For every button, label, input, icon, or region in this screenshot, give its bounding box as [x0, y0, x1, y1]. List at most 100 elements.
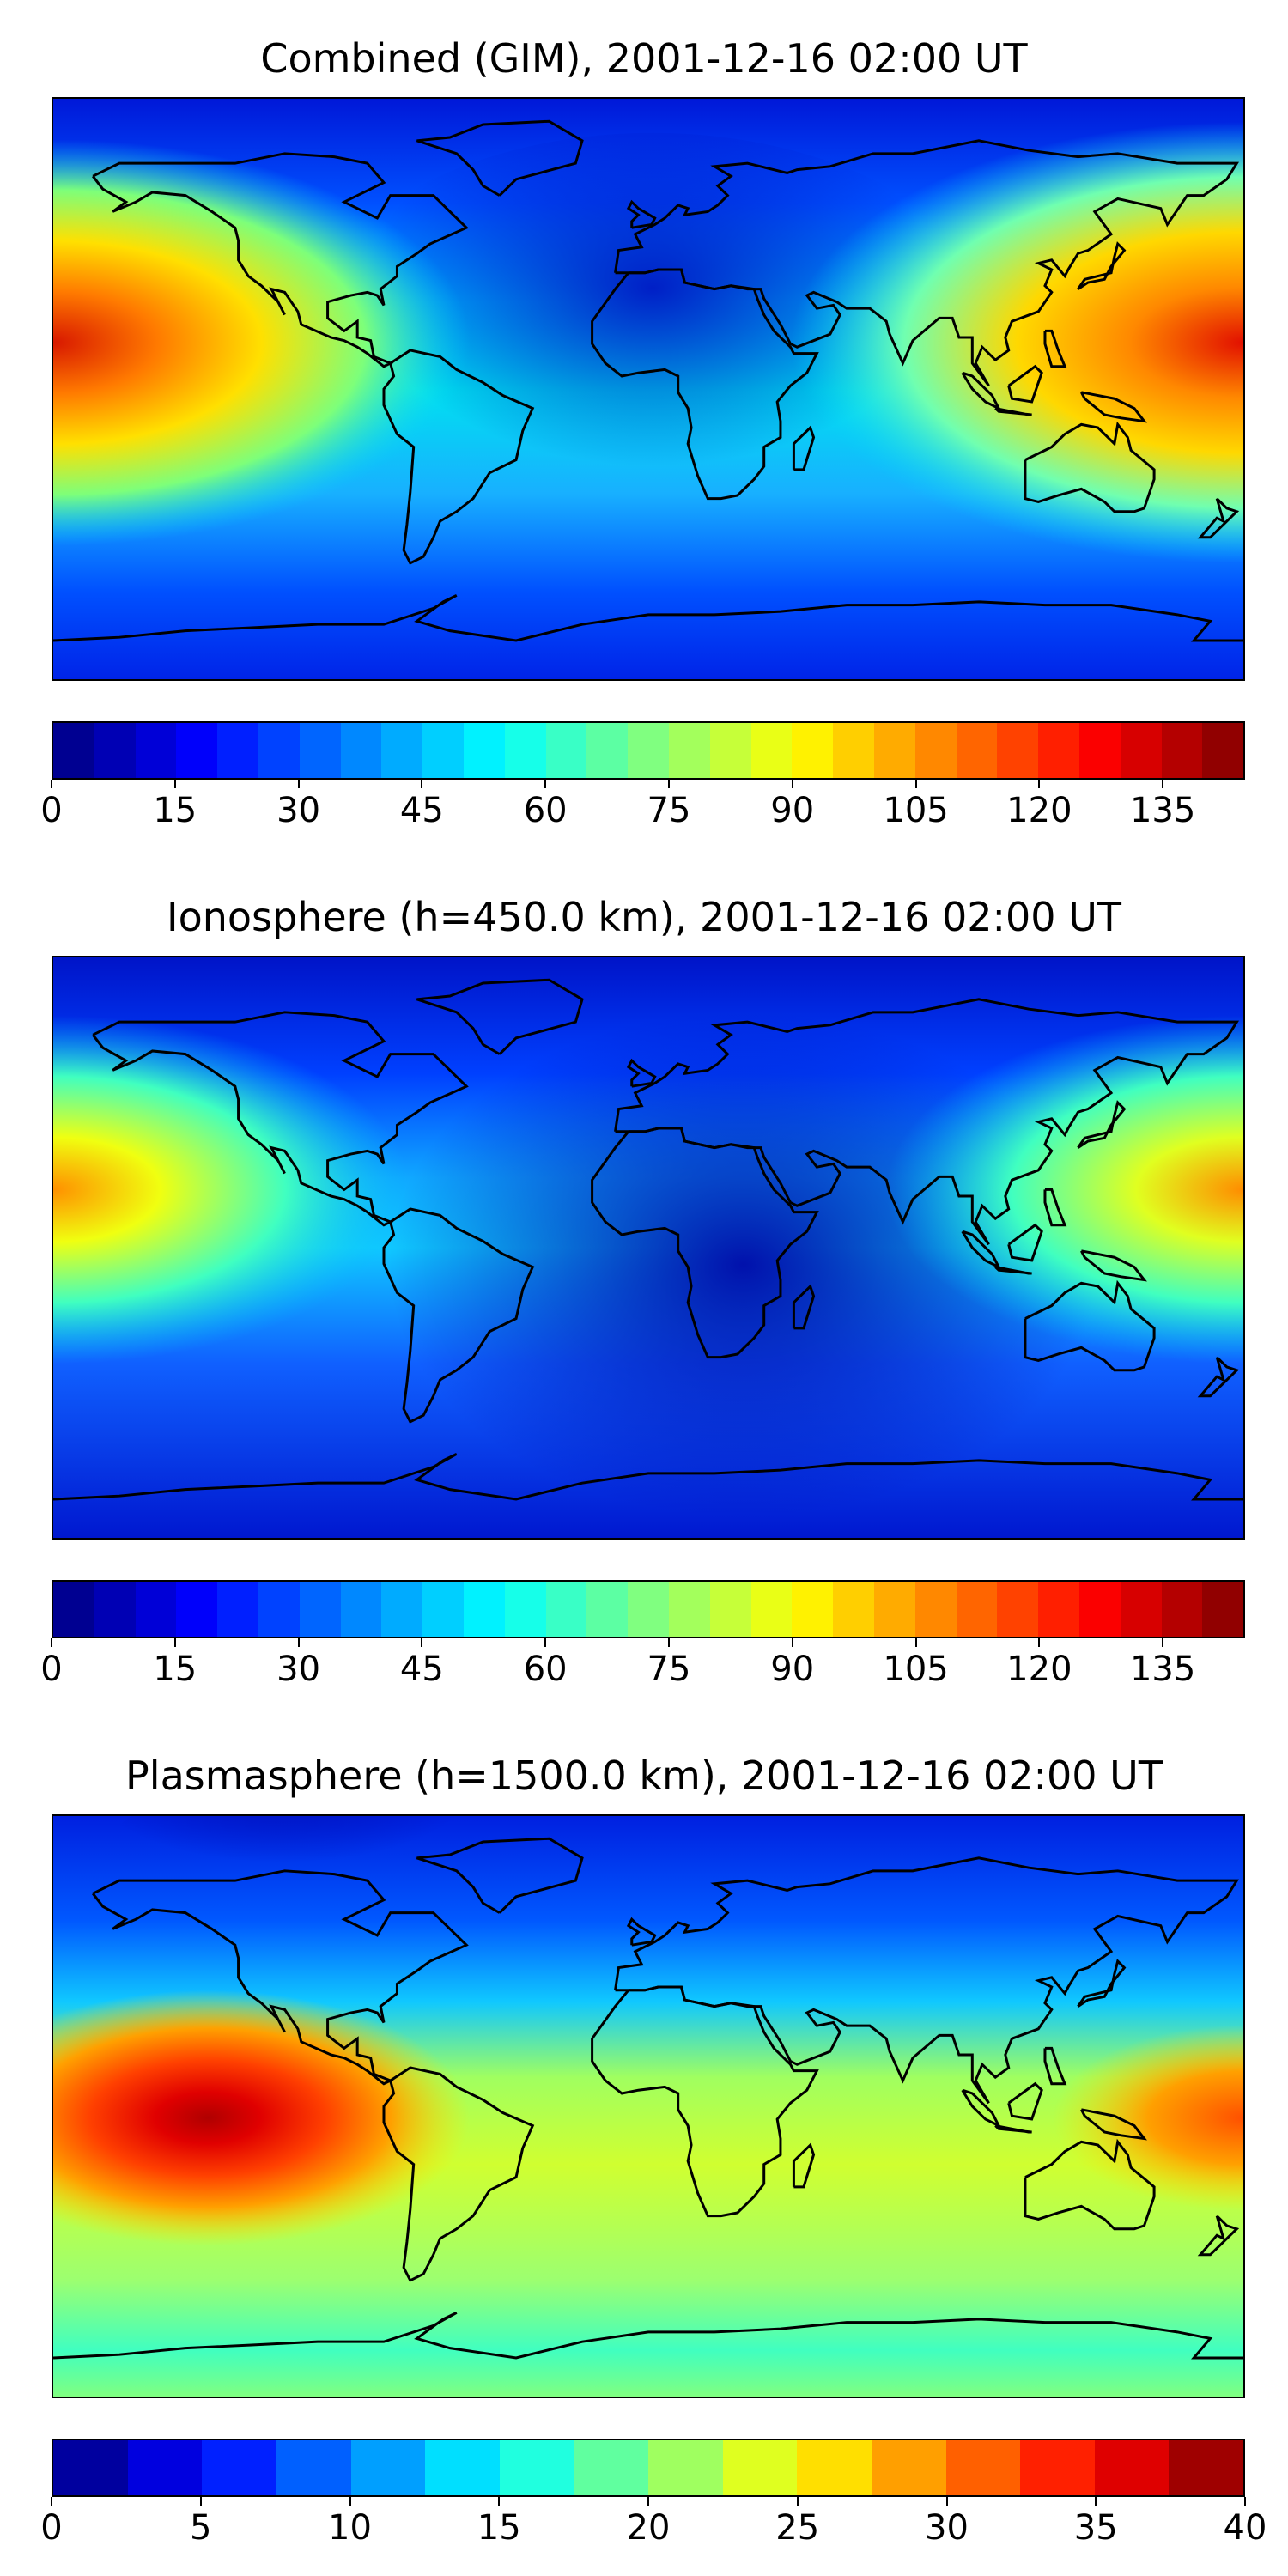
coastline: [591, 1127, 819, 1359]
coastline: [1007, 2081, 1043, 2121]
colorbar-segment: [1038, 723, 1079, 778]
colorbar-segment: [176, 1582, 218, 1637]
colorbar-tick-label: 105: [883, 791, 949, 830]
colorbar-tick-mark: [791, 780, 793, 788]
colorbar-segment: [340, 723, 382, 778]
colorbar-tick-label: 135: [1129, 1649, 1196, 1689]
coastline: [91, 1011, 469, 1227]
colorbar-segment: [1161, 1582, 1203, 1637]
colorbar-tick-label: 75: [647, 791, 691, 830]
colorbar-segment: [956, 723, 998, 778]
colorbar-segment: [463, 723, 505, 778]
coastline: [1043, 2046, 1067, 2086]
colorbar-tick-label: 0: [40, 2508, 63, 2548]
colorbar-segment: [299, 1582, 341, 1637]
colorbar-segment: [94, 723, 136, 778]
colorbar-plasmasphere: [52, 2439, 1245, 2497]
colorbar-tick-mark: [51, 1638, 52, 1647]
colorbar-segment: [1038, 1582, 1079, 1637]
colorbar-segment: [750, 723, 793, 778]
coastline: [1080, 391, 1147, 423]
colorbar-segment: [545, 723, 587, 778]
coastline: [382, 2066, 535, 2282]
colorbar-segment: [1094, 2440, 1170, 2495]
coastline: [1024, 1279, 1156, 1372]
colorbar-segment: [1202, 723, 1244, 778]
colorbar-tick-mark: [914, 780, 917, 788]
colorbar-segment: [1161, 723, 1203, 778]
colorbar-segment: [997, 1582, 1039, 1637]
colorbar-tick-mark: [199, 2497, 202, 2506]
colorbar-segment: [202, 2440, 276, 2495]
colorbar-tick-mark: [1038, 1638, 1041, 1647]
colorbar-segment: [135, 1582, 177, 1637]
colorbar-segment: [871, 2440, 946, 2495]
panel-title-plasmasphere: Plasmasphere (h=1500.0 km), 2001-12-16 0…: [125, 1753, 1163, 1799]
colorbar-segment: [504, 723, 546, 778]
coastline: [1043, 329, 1067, 368]
colorbar-segment: [381, 723, 423, 778]
colorbar-segment: [709, 1582, 751, 1637]
colorbar-ionosphere: [52, 1580, 1245, 1638]
coastline: [1197, 2215, 1240, 2257]
coastline: [614, 139, 1240, 387]
colorbar-tick-label: 60: [523, 1649, 568, 1689]
colorbar-tick-mark: [297, 1638, 300, 1647]
colorbar-segment: [833, 723, 874, 778]
coastline: [91, 1869, 469, 2086]
colorbar-segment: [586, 723, 629, 778]
colorbar-segment: [499, 2440, 574, 2495]
colorbar-segment: [997, 723, 1039, 778]
coastline: [416, 978, 584, 1055]
coastline: [994, 2124, 1032, 2134]
colorbar-tick-mark: [544, 1638, 547, 1647]
colorbar-segment: [127, 2440, 203, 2495]
colorbar-tick-mark: [173, 1638, 176, 1647]
colorbar-tick-label: 10: [328, 2508, 372, 2548]
colorbar-segment: [1078, 1582, 1121, 1637]
colorbar-segment: [425, 2440, 500, 2495]
coastline: [1077, 1100, 1127, 1149]
colorbar-tick-label: 105: [883, 1649, 949, 1689]
colorbar-segment: [258, 1582, 300, 1637]
colorbar-tick-label: 35: [1073, 2508, 1118, 2548]
colorbar-tick-mark: [349, 2497, 351, 2506]
colorbar-segment: [722, 2440, 798, 2495]
colorbar-tick-label: 135: [1129, 791, 1196, 830]
coastline: [1007, 1223, 1043, 1262]
colorbar-ticks-ionosphere: 0 15 30 45 60 75 90 105 120 135: [40, 1638, 1245, 1690]
colorbar-segment: [276, 2440, 351, 2495]
colorbar-tick-mark: [498, 2497, 501, 2506]
colorbar-tick-mark: [1162, 1638, 1164, 1647]
colorbar-segment: [422, 723, 464, 778]
coastline: [792, 2142, 816, 2189]
colorbar-segment: [574, 2440, 648, 2495]
colorbar-tick-mark: [544, 780, 547, 788]
coastline: [626, 199, 657, 229]
colorbar-tick-label: 45: [399, 791, 444, 830]
colorbar-segment: [135, 723, 177, 778]
colorbar-segment: [340, 1582, 382, 1637]
coastline: [614, 998, 1240, 1246]
colorbar-tick-label: 30: [925, 2508, 969, 2548]
coastline: [591, 268, 819, 501]
colorbar-tick-label: 5: [190, 2508, 212, 2548]
colorbar-tick-label: 15: [153, 1649, 197, 1689]
colorbar-tick-label: 30: [276, 1649, 321, 1689]
coastline: [1077, 1959, 1127, 2008]
colorbar-segment: [1169, 2440, 1243, 2495]
colorbar-segment: [833, 1582, 874, 1637]
coastline: [1080, 2108, 1147, 2141]
coastline: [1077, 241, 1127, 290]
colorbar-tick-mark: [51, 2497, 52, 2506]
coastline: [614, 1856, 1240, 2105]
colorbar-tick-label: 120: [1006, 1649, 1072, 1689]
colorbar-tick-mark: [297, 780, 300, 788]
colorbar-segment: [668, 1582, 710, 1637]
colorbar-segment: [873, 723, 915, 778]
colorbar-tick-mark: [647, 2497, 649, 2506]
coastline: [591, 1985, 819, 2218]
colorbar-tick-label: 0: [40, 1649, 63, 1689]
colorbar-tick-mark: [1244, 2497, 1246, 2506]
colorbar-segment: [792, 1582, 834, 1637]
